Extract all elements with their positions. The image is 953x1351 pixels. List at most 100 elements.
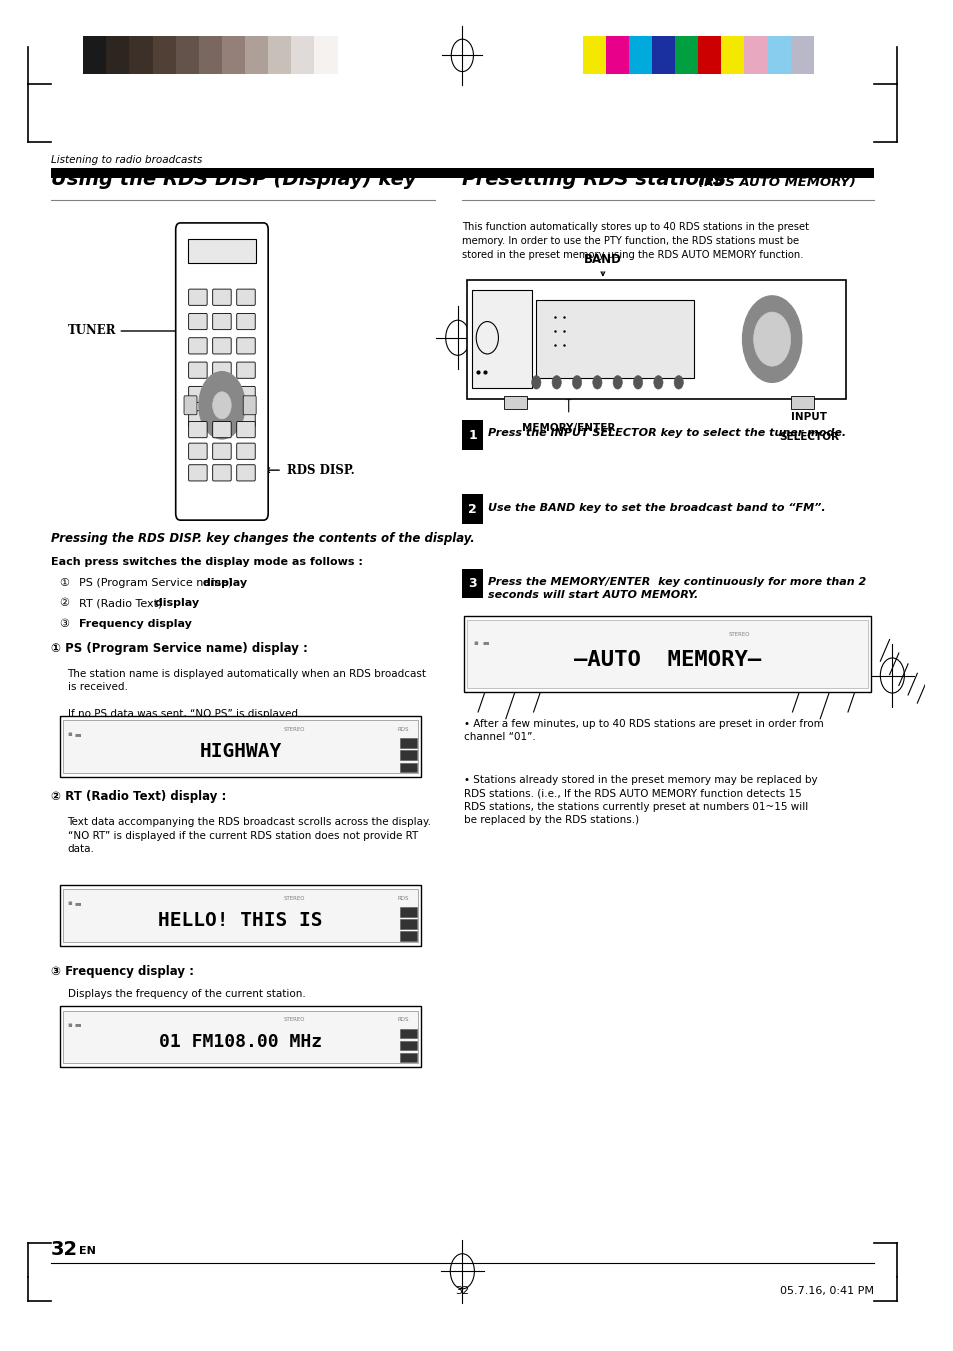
Text: ③: ③	[60, 619, 73, 628]
Text: Listening to radio broadcasts: Listening to radio broadcasts	[51, 155, 202, 165]
Text: RDS: RDS	[397, 1017, 409, 1023]
Text: Presetting RDS stations: Presetting RDS stations	[462, 170, 731, 189]
FancyBboxPatch shape	[83, 36, 106, 74]
Text: Pressing the RDS DISP. key changes the contents of the display.: Pressing the RDS DISP. key changes the c…	[51, 532, 474, 546]
Text: Using the RDS DISP (Display) key: Using the RDS DISP (Display) key	[51, 170, 416, 189]
FancyBboxPatch shape	[189, 362, 207, 378]
FancyBboxPatch shape	[400, 750, 416, 759]
FancyBboxPatch shape	[790, 396, 813, 409]
Text: This function automatically stores up to 40 RDS stations in the preset
memory. I: This function automatically stores up to…	[462, 222, 808, 259]
Text: 05.7.16, 0:41 PM: 05.7.16, 0:41 PM	[779, 1286, 873, 1296]
Text: RDS DISP.: RDS DISP.	[286, 463, 355, 477]
FancyBboxPatch shape	[605, 36, 628, 74]
FancyBboxPatch shape	[268, 36, 291, 74]
FancyBboxPatch shape	[213, 313, 231, 330]
Text: ▪▪: ▪▪	[75, 732, 82, 736]
FancyBboxPatch shape	[467, 620, 867, 688]
FancyBboxPatch shape	[152, 36, 175, 74]
Circle shape	[613, 376, 621, 389]
Text: display: display	[151, 598, 198, 608]
FancyBboxPatch shape	[790, 36, 813, 74]
FancyBboxPatch shape	[767, 36, 790, 74]
FancyBboxPatch shape	[213, 338, 231, 354]
Text: 1: 1	[468, 428, 476, 442]
Text: ①: ①	[60, 578, 73, 588]
Text: BAND: BAND	[583, 253, 621, 266]
Circle shape	[531, 376, 540, 389]
FancyBboxPatch shape	[462, 494, 482, 524]
Text: Press the MEMORY/ENTER  key continuously for more than 2
seconds will start AUTO: Press the MEMORY/ENTER key continuously …	[488, 577, 865, 600]
FancyBboxPatch shape	[213, 362, 231, 378]
FancyBboxPatch shape	[503, 396, 527, 409]
Circle shape	[198, 372, 245, 439]
Text: —AUTO  MEMORY—: —AUTO MEMORY—	[574, 650, 760, 670]
FancyBboxPatch shape	[130, 36, 152, 74]
FancyBboxPatch shape	[467, 280, 845, 399]
Text: MEMORY/ENTER: MEMORY/ENTER	[521, 423, 615, 432]
FancyBboxPatch shape	[189, 422, 207, 438]
FancyBboxPatch shape	[400, 919, 416, 928]
FancyBboxPatch shape	[236, 313, 255, 330]
Text: EN: EN	[78, 1247, 95, 1256]
Text: • Stations already stored in the preset memory may be replaced by
RDS stations. : • Stations already stored in the preset …	[464, 775, 817, 825]
Text: (RDS AUTO MEMORY): (RDS AUTO MEMORY)	[698, 176, 855, 189]
FancyBboxPatch shape	[236, 422, 255, 438]
FancyBboxPatch shape	[213, 289, 231, 305]
FancyBboxPatch shape	[189, 386, 207, 403]
Text: TUNER: TUNER	[68, 324, 116, 338]
FancyBboxPatch shape	[400, 907, 416, 916]
FancyBboxPatch shape	[213, 422, 231, 438]
Text: Displays the frequency of the current station.: Displays the frequency of the current st…	[68, 989, 305, 998]
Text: 2: 2	[468, 503, 476, 516]
FancyBboxPatch shape	[245, 36, 268, 74]
FancyBboxPatch shape	[400, 762, 416, 771]
Circle shape	[741, 296, 801, 382]
FancyBboxPatch shape	[236, 338, 255, 354]
Text: ▪▪: ▪▪	[482, 640, 490, 644]
FancyBboxPatch shape	[698, 36, 720, 74]
Text: ▪: ▪	[68, 1021, 72, 1028]
Text: Text data accompanying the RDS broadcast scrolls across the display.
“NO RT” is : Text data accompanying the RDS broadcast…	[68, 817, 431, 854]
Text: RT (Radio Text): RT (Radio Text)	[78, 598, 162, 608]
FancyBboxPatch shape	[462, 569, 482, 598]
FancyBboxPatch shape	[175, 223, 268, 520]
Circle shape	[552, 376, 560, 389]
Circle shape	[674, 376, 682, 389]
FancyBboxPatch shape	[189, 289, 207, 305]
FancyBboxPatch shape	[337, 36, 349, 74]
Circle shape	[753, 312, 790, 366]
Text: HIGHWAY: HIGHWAY	[199, 742, 281, 761]
FancyBboxPatch shape	[464, 616, 870, 692]
Text: HELLO! THIS IS: HELLO! THIS IS	[158, 911, 322, 929]
FancyBboxPatch shape	[400, 738, 416, 747]
FancyBboxPatch shape	[651, 36, 675, 74]
Text: Use the BAND key to set the broadcast band to “FM”.: Use the BAND key to set the broadcast ba…	[488, 503, 825, 512]
FancyBboxPatch shape	[63, 889, 417, 942]
FancyBboxPatch shape	[675, 36, 698, 74]
FancyBboxPatch shape	[213, 386, 231, 403]
FancyBboxPatch shape	[213, 465, 231, 481]
Text: If no PS data was sent, “NO PS” is displayed.: If no PS data was sent, “NO PS” is displ…	[68, 709, 300, 719]
FancyBboxPatch shape	[628, 36, 651, 74]
FancyBboxPatch shape	[236, 443, 255, 459]
Circle shape	[653, 376, 662, 389]
FancyBboxPatch shape	[189, 338, 207, 354]
Text: Press the INPUT SELECTOR key to select the tuner mode.: Press the INPUT SELECTOR key to select t…	[488, 428, 845, 438]
FancyBboxPatch shape	[63, 1011, 417, 1063]
Circle shape	[592, 376, 601, 389]
FancyBboxPatch shape	[291, 36, 314, 74]
Text: ③ Frequency display :: ③ Frequency display :	[51, 965, 193, 978]
FancyBboxPatch shape	[60, 885, 420, 946]
Text: 32: 32	[51, 1240, 78, 1259]
FancyBboxPatch shape	[536, 300, 693, 378]
FancyBboxPatch shape	[60, 716, 420, 777]
FancyBboxPatch shape	[51, 168, 873, 178]
Text: STEREO: STEREO	[283, 896, 305, 901]
FancyBboxPatch shape	[400, 1028, 416, 1038]
Text: Frequency display: Frequency display	[78, 619, 192, 628]
Text: ▪▪: ▪▪	[75, 901, 82, 905]
Circle shape	[633, 376, 642, 389]
FancyBboxPatch shape	[743, 36, 767, 74]
FancyBboxPatch shape	[236, 289, 255, 305]
FancyBboxPatch shape	[184, 396, 196, 415]
